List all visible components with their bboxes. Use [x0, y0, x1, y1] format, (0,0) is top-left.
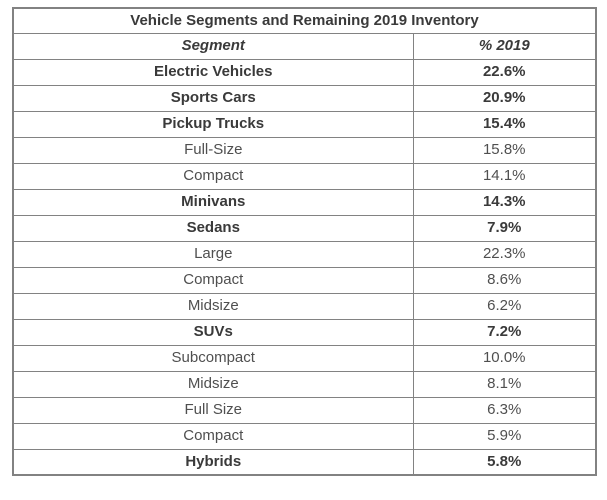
table-row: Full Size 6.3% — [12, 396, 597, 424]
segment-cell: Electric Vehicles — [12, 58, 414, 86]
table-row: Midsize 8.1% — [12, 370, 597, 398]
table-row: Full-Size 15.8% — [12, 136, 597, 164]
pct-cell: 7.2% — [412, 318, 597, 346]
pct-cell: 8.1% — [412, 370, 597, 398]
table-row: Compact 5.9% — [12, 422, 597, 450]
table-header-row: Segment % 2019 — [12, 32, 597, 60]
column-header-segment: Segment — [12, 32, 414, 60]
segment-cell: Compact — [12, 162, 414, 190]
pct-cell: 14.3% — [412, 188, 597, 216]
pct-cell: 15.8% — [412, 136, 597, 164]
segment-cell: Compact — [12, 422, 414, 450]
table-row: Pickup Trucks 15.4% — [12, 110, 597, 138]
segment-cell: Large — [12, 240, 414, 268]
table-row: Sports Cars 20.9% — [12, 84, 597, 112]
segment-cell: Midsize — [12, 370, 414, 398]
segment-cell: SUVs — [12, 318, 414, 346]
segment-cell: Pickup Trucks — [12, 110, 414, 138]
vehicle-inventory-table: Vehicle Segments and Remaining 2019 Inve… — [12, 7, 597, 476]
segment-cell: Minivans — [12, 188, 414, 216]
segment-cell: Full-Size — [12, 136, 414, 164]
pct-cell: 20.9% — [412, 84, 597, 112]
segment-cell: Compact — [12, 266, 414, 294]
pct-cell: 6.2% — [412, 292, 597, 320]
segment-cell: Midsize — [12, 292, 414, 320]
table-row: Midsize 6.2% — [12, 292, 597, 320]
table-row: Large 22.3% — [12, 240, 597, 268]
table-row: Hybrids 5.8% — [12, 448, 597, 476]
segment-cell: Hybrids — [12, 448, 414, 476]
table-title: Vehicle Segments and Remaining 2019 Inve… — [12, 7, 597, 34]
segment-cell: Subcompact — [12, 344, 414, 372]
pct-cell: 10.0% — [412, 344, 597, 372]
table-row: Electric Vehicles 22.6% — [12, 58, 597, 86]
segment-cell: Sedans — [12, 214, 414, 242]
table-row: Compact 14.1% — [12, 162, 597, 190]
table-row: Sedans 7.9% — [12, 214, 597, 242]
pct-cell: 22.3% — [412, 240, 597, 268]
pct-cell: 5.9% — [412, 422, 597, 450]
table-row: SUVs 7.2% — [12, 318, 597, 346]
pct-cell: 7.9% — [412, 214, 597, 242]
pct-cell: 6.3% — [412, 396, 597, 424]
table-body: Electric Vehicles 22.6% Sports Cars 20.9… — [12, 58, 597, 476]
pct-cell: 15.4% — [412, 110, 597, 138]
pct-cell: 14.1% — [412, 162, 597, 190]
table-row: Minivans 14.3% — [12, 188, 597, 216]
segment-cell: Full Size — [12, 396, 414, 424]
column-header-pct-2019: % 2019 — [412, 32, 597, 60]
pct-cell: 5.8% — [412, 448, 597, 476]
segment-cell: Sports Cars — [12, 84, 414, 112]
pct-cell: 8.6% — [412, 266, 597, 294]
pct-cell: 22.6% — [412, 58, 597, 86]
table-row: Compact 8.6% — [12, 266, 597, 294]
table-title-row: Vehicle Segments and Remaining 2019 Inve… — [12, 7, 597, 34]
table-row: Subcompact 10.0% — [12, 344, 597, 372]
